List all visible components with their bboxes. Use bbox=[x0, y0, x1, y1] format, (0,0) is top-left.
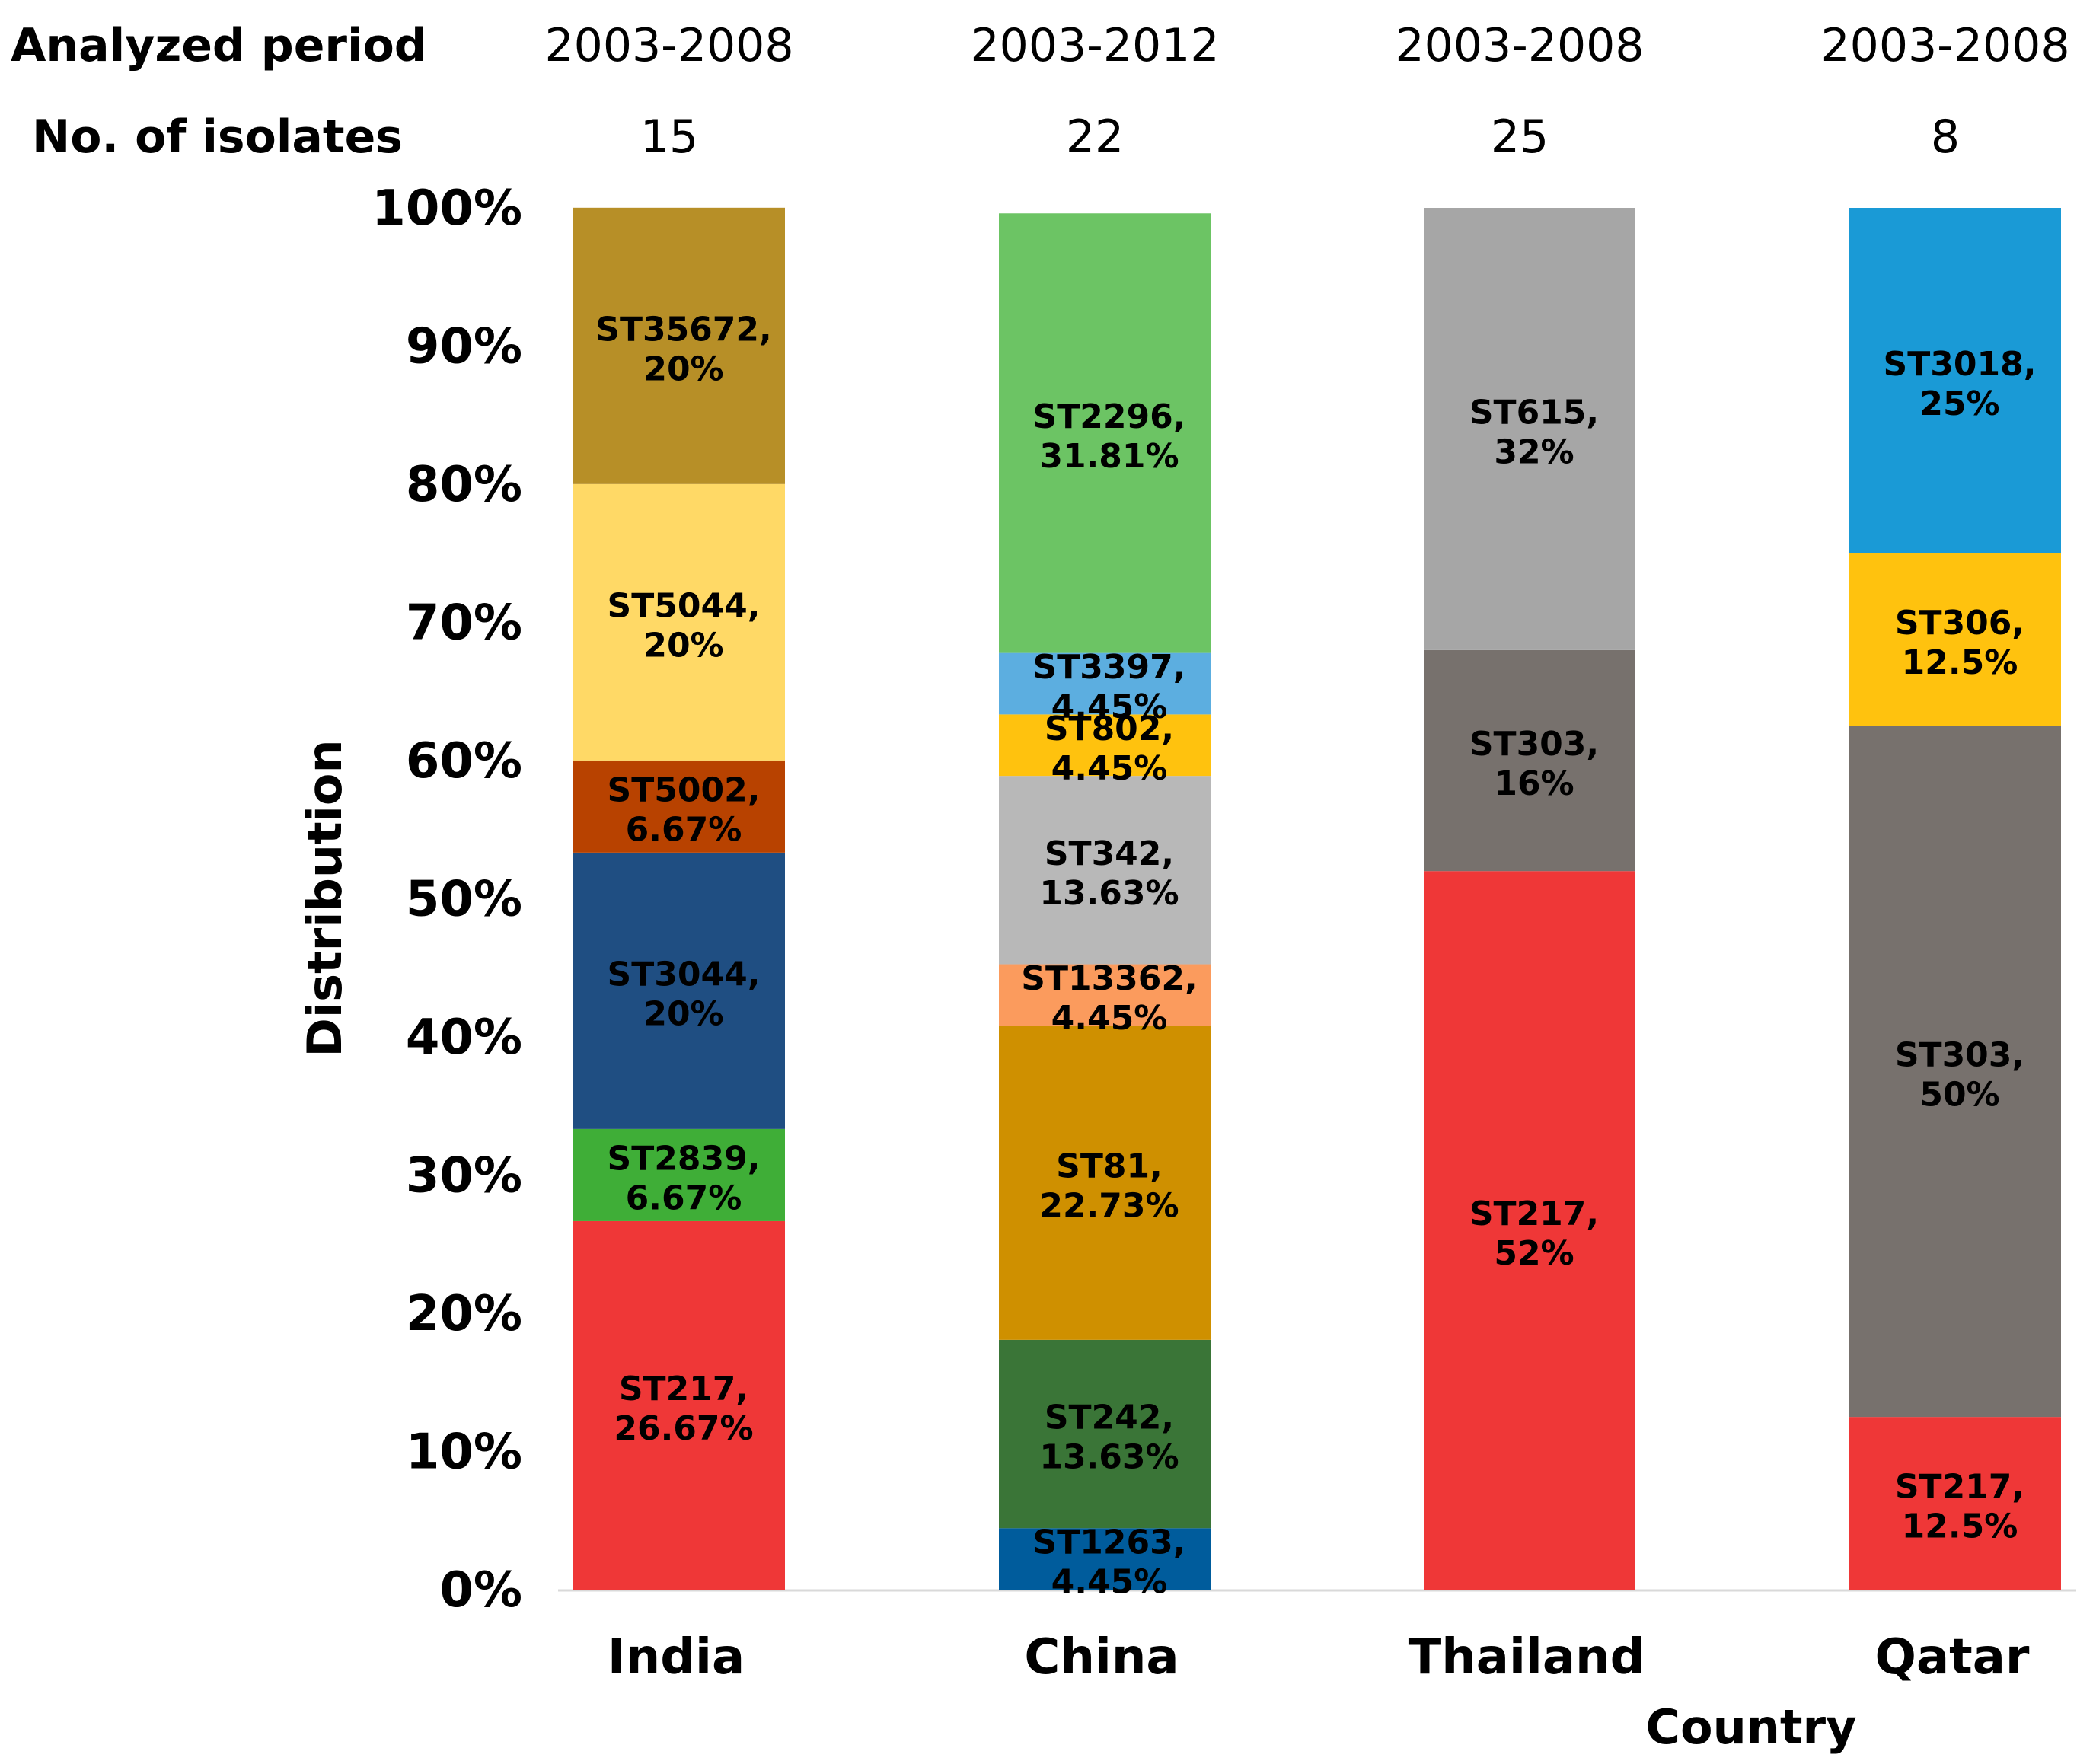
x-axis-categories: India China Thailand Qatar bbox=[608, 1629, 2030, 1686]
y-tick-label: 10% bbox=[406, 1424, 522, 1481]
isolates-count-label: No. of isolates bbox=[32, 110, 403, 164]
bar-segment bbox=[573, 207, 785, 484]
segment-percent-label: 25% bbox=[1919, 384, 1999, 423]
segment-percent-label: 13.63% bbox=[1039, 1438, 1179, 1477]
isolates-value: 25 bbox=[1491, 110, 1549, 164]
segment-percent-label: 26.67% bbox=[614, 1409, 753, 1448]
analyzed-period-label: Analyzed period bbox=[11, 19, 427, 72]
segment-name-label: ST615, bbox=[1469, 393, 1599, 432]
period-value: 2003-2012 bbox=[970, 19, 1219, 72]
y-axis-ticks: 0% 10% 20% 30% 40% 50% 60% 70% 80% 90% 100% bbox=[372, 180, 522, 1619]
segment-percent-label: 52% bbox=[1494, 1234, 1574, 1273]
segment-percent-label: 6.67% bbox=[626, 1179, 742, 1217]
segment-percent-label: 4.45% bbox=[1051, 1563, 1168, 1602]
y-tick-label: 60% bbox=[406, 733, 522, 789]
isolates-value: 8 bbox=[1931, 110, 1960, 164]
segment-percent-label: 12.5% bbox=[1902, 643, 2018, 682]
bar-qatar: ST217,12.5%ST303,50%ST306,12.5%ST3018,25… bbox=[1849, 208, 2061, 1590]
segment-name-label: ST5002, bbox=[608, 770, 761, 809]
y-tick-label: 80% bbox=[406, 457, 522, 513]
bar-segment bbox=[1424, 649, 1635, 872]
y-tick-label: 100% bbox=[372, 180, 522, 237]
segment-name-label: ST3018, bbox=[1884, 345, 2037, 384]
segment-percent-label: 20% bbox=[643, 626, 723, 665]
segment-name-label: ST242, bbox=[1045, 1399, 1174, 1437]
segment-name-label: ST1263, bbox=[1033, 1523, 1186, 1562]
bar-segment bbox=[999, 1528, 1211, 1590]
segment-name-label: ST3397, bbox=[1033, 648, 1186, 687]
y-axis-title: Distribution bbox=[297, 739, 353, 1057]
isolates-value: 15 bbox=[640, 110, 698, 164]
segment-percent-label: 31.81% bbox=[1039, 437, 1179, 476]
segment-percent-label: 4.45% bbox=[1051, 687, 1168, 726]
segment-percent-label: 4.45% bbox=[1051, 749, 1168, 788]
column-headers: 2003-2008 15 2003-2012 22 2003-2008 25 2003-20… bbox=[544, 19, 2069, 164]
isolates-value: 22 bbox=[1066, 110, 1124, 164]
period-value: 2003-2008 bbox=[1395, 19, 1644, 72]
bar-segment bbox=[999, 964, 1211, 1026]
segment-percent-label: 20% bbox=[643, 349, 723, 388]
bars-group: ST217,26.67%ST2839,6.67%ST3044,20%ST5002… bbox=[573, 207, 2061, 1602]
segment-name-label: ST2296, bbox=[1033, 397, 1186, 436]
segment-percent-label: 4.45% bbox=[1051, 999, 1168, 1038]
x-category-label: Thailand bbox=[1409, 1629, 1645, 1686]
period-value: 2003-2008 bbox=[544, 19, 793, 72]
segment-percent-label: 6.67% bbox=[626, 810, 742, 849]
segment-name-label: ST303, bbox=[1895, 1035, 2024, 1074]
bar-segment bbox=[573, 760, 785, 853]
period-value: 2003-2008 bbox=[1820, 19, 2069, 72]
segment-name-label: ST306, bbox=[1895, 604, 2024, 643]
segment-percent-label: 16% bbox=[1494, 764, 1574, 803]
bar-segment bbox=[573, 483, 785, 761]
bar-segment bbox=[573, 852, 785, 1129]
bar-china: ST1263,4.45%ST242,13.63%ST81,22.73%ST133… bbox=[999, 213, 1211, 1602]
segment-name-label: ST81, bbox=[1056, 1147, 1163, 1186]
segment-percent-label: 50% bbox=[1919, 1075, 1999, 1114]
segment-name-label: ST35672, bbox=[595, 310, 772, 349]
bar-thailand: ST217,52% ST303,16% ST615,32% bbox=[1424, 208, 1635, 1590]
segment-name-label: ST217, bbox=[1469, 1195, 1599, 1233]
y-tick-label: 70% bbox=[406, 595, 522, 652]
segment-name-label: ST217, bbox=[619, 1370, 748, 1408]
segment-percent-label: 22.73% bbox=[1039, 1187, 1179, 1226]
segment-percent-label: 32% bbox=[1494, 432, 1574, 471]
x-axis-title: Country bbox=[1645, 1699, 1856, 1755]
y-tick-label: 40% bbox=[406, 1010, 522, 1066]
bar-segment bbox=[1849, 1417, 2061, 1590]
bar-segment bbox=[1849, 208, 2061, 553]
bar-segment bbox=[1849, 726, 2061, 1418]
bar-segment bbox=[573, 1128, 785, 1221]
bar-segment bbox=[999, 652, 1211, 715]
bar-india: ST217,26.67%ST2839,6.67%ST3044,20%ST5002… bbox=[573, 207, 785, 1590]
segment-percent-label: 20% bbox=[643, 994, 723, 1033]
bar-segment bbox=[999, 213, 1211, 653]
segment-name-label: ST342, bbox=[1045, 834, 1174, 873]
bar-segment bbox=[1849, 553, 2061, 726]
segment-name-label: ST13362, bbox=[1021, 959, 1198, 998]
x-category-label: India bbox=[608, 1629, 745, 1686]
bar-segment bbox=[999, 1026, 1211, 1340]
segment-name-label: ST802, bbox=[1045, 710, 1174, 748]
segment-percent-label: 13.63% bbox=[1039, 874, 1179, 913]
y-tick-label: 30% bbox=[406, 1148, 522, 1204]
x-category-label: Qatar bbox=[1875, 1629, 2030, 1686]
segment-name-label: ST217, bbox=[1895, 1468, 2024, 1507]
segment-percent-label: 12.5% bbox=[1902, 1507, 2018, 1546]
bar-segment bbox=[999, 1339, 1211, 1529]
y-tick-label: 20% bbox=[406, 1286, 522, 1342]
segment-name-label: ST2839, bbox=[608, 1139, 761, 1178]
bar-segment bbox=[999, 776, 1211, 965]
segment-name-label: ST3044, bbox=[608, 955, 761, 994]
segment-name-label: ST303, bbox=[1469, 725, 1599, 764]
bar-segment bbox=[573, 1220, 785, 1590]
bar-segment bbox=[1424, 208, 1635, 650]
segment-name-label: ST5044, bbox=[608, 586, 761, 625]
bar-segment bbox=[1424, 871, 1635, 1590]
bar-segment bbox=[999, 714, 1211, 777]
y-tick-label: 0% bbox=[439, 1562, 522, 1619]
x-category-label: China bbox=[1024, 1629, 1179, 1686]
y-tick-label: 50% bbox=[406, 872, 522, 928]
y-tick-label: 90% bbox=[406, 319, 522, 375]
